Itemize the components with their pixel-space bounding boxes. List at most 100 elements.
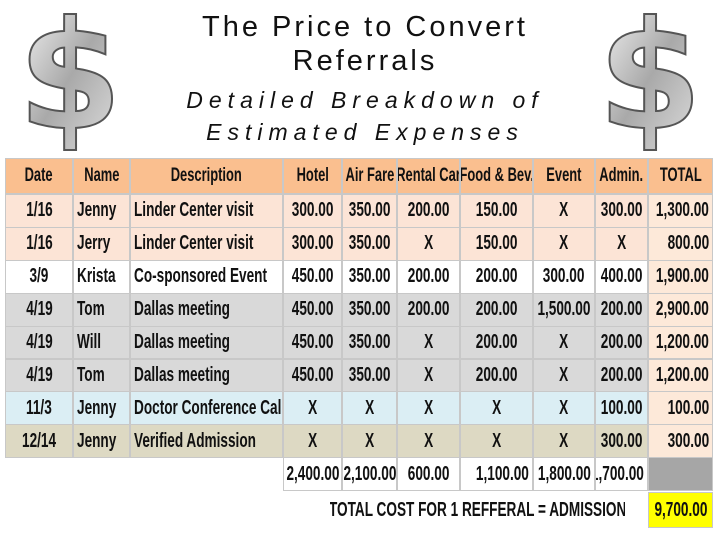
table-cell: 200.00 — [595, 292, 648, 327]
cell-text: 200.00 — [475, 331, 518, 354]
table-cell: X — [533, 358, 595, 393]
cell-text: Dallas meeting — [134, 331, 230, 354]
table-cell: Jenny — [73, 424, 130, 459]
table-cell: 4/19 — [5, 292, 73, 327]
cell-text: 800.00 — [667, 232, 709, 255]
cell-text: Tom — [77, 363, 105, 386]
dollar-icon: $ — [598, 0, 702, 164]
cell-text: Co-sponsored Event — [134, 265, 267, 288]
table-cell: X — [283, 424, 342, 459]
cell-text: 350.00 — [348, 232, 391, 255]
table-cell: Linder Center visit — [130, 194, 283, 228]
table-cell: 350.00 — [342, 325, 397, 360]
cell-text: 600.00 — [407, 462, 450, 485]
cell-text: 200.00 — [600, 363, 643, 386]
column-header: Admin. — [595, 158, 648, 194]
table-cell: 350.00 — [342, 358, 397, 393]
cell-text: 12/14 — [21, 429, 57, 452]
cell-text: X — [423, 232, 434, 255]
cell-text: Krista — [77, 265, 116, 288]
column-header: Description — [130, 158, 283, 194]
table-cell: 1,200.00 — [648, 325, 713, 360]
total-cell: 1,700.00 — [595, 457, 648, 492]
cell-text: Verified Admission — [134, 429, 256, 452]
table-cell: X — [397, 325, 460, 360]
cell-text: X — [491, 396, 502, 419]
table-cell: 300.00 — [595, 194, 648, 228]
table-cell: X — [533, 325, 595, 360]
total-cell: 2,400.00 — [283, 457, 342, 492]
cell-text: 1/16 — [25, 232, 53, 255]
cell-text: Event — [546, 165, 582, 186]
table-cell: 3/9 — [5, 259, 73, 294]
cell-text: Jenny — [77, 429, 117, 452]
cell-text: Date — [24, 165, 54, 186]
total-cell: 1,100.00 — [460, 457, 533, 492]
table-cell: X — [397, 391, 460, 426]
table-cell: X — [283, 391, 342, 426]
cell-text: X — [559, 396, 569, 419]
cell-text: X — [364, 429, 375, 452]
cell-text: 350.00 — [348, 363, 391, 386]
cell-text: 300.00 — [291, 232, 334, 255]
table-cell: 300.00 — [648, 424, 713, 459]
cell-text: X — [559, 429, 569, 452]
table-cell: 4/19 — [5, 325, 73, 360]
table-cell: 200.00 — [595, 358, 648, 393]
cell-text: Linder Center visit — [134, 199, 254, 222]
cell-text: 450.00 — [291, 265, 334, 288]
cell-text: 350.00 — [348, 298, 391, 321]
cell-text: X — [423, 363, 434, 386]
cell-text: Description — [170, 165, 243, 186]
cell-text: X — [423, 396, 434, 419]
cell-text: X — [423, 331, 434, 354]
table-cell: 800.00 — [648, 226, 713, 261]
table-cell: 200.00 — [397, 259, 460, 294]
table-cell: 350.00 — [342, 259, 397, 294]
column-header: Food & Bev. — [460, 158, 533, 194]
subtitle: Detailed Breakdown of Estimated Expenses — [186, 87, 544, 145]
cell-text: X — [307, 396, 318, 419]
total-cell: 1,800.00 — [533, 457, 595, 492]
table-cell: 200.00 — [460, 259, 533, 294]
total-blank — [648, 457, 713, 492]
cell-text: X — [491, 429, 502, 452]
table-cell: 150.00 — [460, 194, 533, 228]
cell-text: X — [559, 199, 569, 222]
cell-text: 200.00 — [600, 298, 643, 321]
column-header: TOTAL — [648, 158, 713, 194]
cell-text: 300.00 — [667, 429, 709, 452]
table-cell: 300.00 — [283, 226, 342, 261]
cell-text: Jenny — [77, 199, 117, 222]
cell-text: Will — [77, 331, 102, 354]
table-cell: X — [460, 424, 533, 459]
table-cell: X — [533, 424, 595, 459]
table-cell: 350.00 — [342, 194, 397, 228]
cell-text: X — [616, 232, 627, 255]
column-header: Name — [73, 158, 130, 194]
table-cell: 1,300.00 — [648, 194, 713, 228]
cell-text: 200.00 — [407, 199, 450, 222]
table-cell: 1,500.00 — [533, 292, 595, 327]
table-cell: 400.00 — [595, 259, 648, 294]
table-cell: 200.00 — [460, 292, 533, 327]
cell-text: 11/3 — [26, 396, 52, 419]
cell-text: 300.00 — [600, 429, 643, 452]
cell-text: 300.00 — [600, 199, 643, 222]
table-cell: 450.00 — [283, 292, 342, 327]
cell-text: 2,400.00 — [286, 462, 339, 485]
table-cell: X — [397, 226, 460, 261]
cell-text: Name — [83, 165, 120, 186]
table-cell: X — [342, 391, 397, 426]
cell-text: 1,100.00 — [476, 462, 529, 485]
table-cell: 300.00 — [533, 259, 595, 294]
cell-text: 2,100.00 — [343, 462, 396, 485]
table-cell: 300.00 — [595, 424, 648, 459]
cell-text: Hotel — [296, 165, 329, 186]
cell-text: 450.00 — [291, 363, 334, 386]
cell-text: Jenny — [77, 396, 117, 419]
cell-text: 100.00 — [600, 396, 643, 419]
table-cell: Linder Center visit — [130, 226, 283, 261]
